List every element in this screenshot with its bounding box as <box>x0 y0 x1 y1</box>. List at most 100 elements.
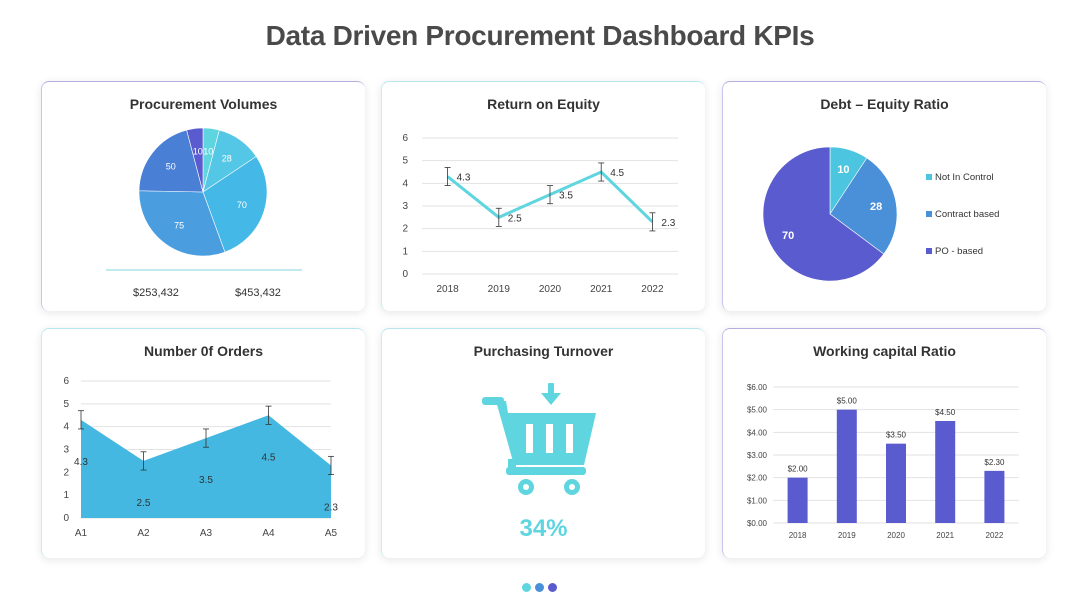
x-tick-label: A4 <box>262 528 275 539</box>
x-tick-label: A2 <box>137 528 150 539</box>
debt-equity-chart: 10 28 70 Not In Control Contract based PO - b… <box>762 146 999 282</box>
pie-slice <box>762 146 885 282</box>
x-tick-label: A3 <box>200 528 213 539</box>
y-tick-label: 4 <box>63 422 69 433</box>
shopping-cart-icon <box>482 383 596 495</box>
bar <box>787 477 808 523</box>
x-tick-label: 2021 <box>590 284 613 295</box>
slice-label: 10 <box>837 164 849 176</box>
bar <box>886 443 906 523</box>
x-tick-label: 2020 <box>539 284 562 295</box>
legend-label: Not In Control <box>935 172 994 183</box>
purchasing-turnover-title: Purchasing Turnover <box>473 343 614 359</box>
procurement-volumes-card: Procurement Volumes 10 28 70 75 50 10 $253,432… <box>41 81 365 311</box>
y-tick-label: 6 <box>63 376 69 387</box>
return-on-equity-chart: 0 1 2 3 4 5 6 2018 2019 2020 2021 2022 4.3 2.5 3.5 4.5 2… <box>402 133 678 295</box>
pagination-dot[interactable] <box>548 583 557 592</box>
y-tick-label: $4.00 <box>747 428 768 437</box>
working-capital-title: Working capital Ratio <box>813 343 956 359</box>
x-tick-label: 2019 <box>488 284 511 295</box>
slice-label: 70 <box>237 200 247 210</box>
return-on-equity-card: Return on Equity 0 1 2 3 4 5 6 2018 2019 2020 2021… <box>381 81 705 311</box>
data-label: $2.00 <box>788 465 809 474</box>
x-tick-label: 2022 <box>986 531 1004 540</box>
pie-slice <box>202 156 268 253</box>
data-label: $5.00 <box>837 397 858 406</box>
slice-label: 70 <box>782 230 794 242</box>
x-tick-label: 2018 <box>789 531 807 540</box>
slice-label: 10 <box>203 146 213 156</box>
y-tick-label: 4 <box>402 178 408 189</box>
y-tick-label: $3.00 <box>747 451 768 460</box>
y-tick-label: $6.00 <box>747 383 768 392</box>
slice-label: 50 <box>166 162 176 172</box>
y-tick-label: 6 <box>402 133 408 144</box>
data-label: 4.5 <box>610 168 624 179</box>
y-tick-label: 5 <box>63 399 69 410</box>
y-tick-label: 2 <box>402 224 408 235</box>
debt-equity-title: Debt – Equity Ratio <box>820 96 949 112</box>
footer-value: $253,432 <box>133 287 179 299</box>
purchasing-turnover-card: Purchasing Turnover 34% <box>381 328 705 558</box>
legend-swatch <box>926 248 932 254</box>
x-tick-label: A5 <box>325 528 338 539</box>
procurement-volumes-title: Procurement Volumes <box>129 96 278 112</box>
series-area <box>81 415 331 518</box>
data-label: 3.5 <box>559 191 573 202</box>
turnover-percentage: 34% <box>519 515 568 542</box>
data-label: 4.5 <box>262 452 276 463</box>
data-label: $2.30 <box>984 458 1005 467</box>
y-tick-label: $1.00 <box>747 496 768 505</box>
working-capital-card: Working capital Ratio $0.00 $1.00 $2.00 $3.… <box>722 328 1046 558</box>
x-tick-label: 2019 <box>838 531 856 540</box>
data-label: 4.3 <box>74 457 88 468</box>
x-tick-label: 2020 <box>887 531 905 540</box>
slice-label: 28 <box>870 201 882 213</box>
legend-label: PO - based <box>935 246 983 257</box>
y-tick-label: 0 <box>63 513 69 524</box>
data-label: 2.3 <box>661 218 675 229</box>
x-tick-label: 2021 <box>936 531 954 540</box>
page-title: Data Driven Procurement Dashboard KPIs <box>265 20 815 51</box>
number-of-orders-title: Number 0f Orders <box>143 343 264 359</box>
y-tick-label: 5 <box>402 156 408 167</box>
y-tick-label: $2.00 <box>747 474 768 483</box>
slice-label: 75 <box>174 220 184 230</box>
data-label: 4.3 <box>457 173 471 184</box>
slice-label: 28 <box>222 154 232 164</box>
debt-equity-card: Debt – Equity Ratio 10 28 70 Not In Control… <box>722 81 1046 311</box>
pie-slice <box>829 157 898 255</box>
pagination-dots <box>520 583 560 593</box>
data-label: 2.5 <box>508 213 522 224</box>
pie-slice <box>138 190 226 257</box>
pagination-dot[interactable] <box>522 583 531 592</box>
y-tick-label: 1 <box>63 490 69 501</box>
procurement-volumes-chart: 10 28 70 75 50 10 $253,432 $453,432 <box>106 127 302 299</box>
pie-slice <box>186 127 204 193</box>
legend-label: Contract based <box>935 209 999 220</box>
number-of-orders-chart: 0 1 2 3 4 5 6 4.3 A1 2.5 A2 3.5 A3 4.5 A4 2.3 A5 <box>63 376 338 539</box>
return-on-equity-title: Return on Equity <box>487 96 600 112</box>
number-of-orders-card: Number 0f Orders 0 1 2 3 4 5 6 4.3 A1 2.5 A2 3.5 A3 4… <box>41 328 365 558</box>
x-tick-label: 2018 <box>436 284 459 295</box>
x-tick-label: 2022 <box>641 284 664 295</box>
bar <box>984 470 1005 523</box>
footer-value: $453,432 <box>235 287 281 299</box>
data-label: $3.50 <box>886 431 907 440</box>
y-tick-label: $5.00 <box>747 406 768 415</box>
data-label: 2.5 <box>137 498 151 509</box>
legend-swatch <box>926 211 932 217</box>
y-tick-label: 3 <box>402 201 408 212</box>
y-tick-label: 3 <box>63 445 69 456</box>
data-label: 2.3 <box>324 502 338 513</box>
data-label: $4.50 <box>935 408 956 417</box>
y-tick-label: 2 <box>63 467 69 478</box>
x-tick-label: A1 <box>75 528 88 539</box>
y-tick-label: $0.00 <box>747 519 768 528</box>
pagination-dot[interactable] <box>535 583 544 592</box>
y-tick-label: 1 <box>402 246 408 257</box>
y-tick-label: 0 <box>402 269 408 280</box>
legend-swatch <box>926 174 932 180</box>
pie-slice <box>138 129 204 193</box>
bar <box>836 409 857 523</box>
